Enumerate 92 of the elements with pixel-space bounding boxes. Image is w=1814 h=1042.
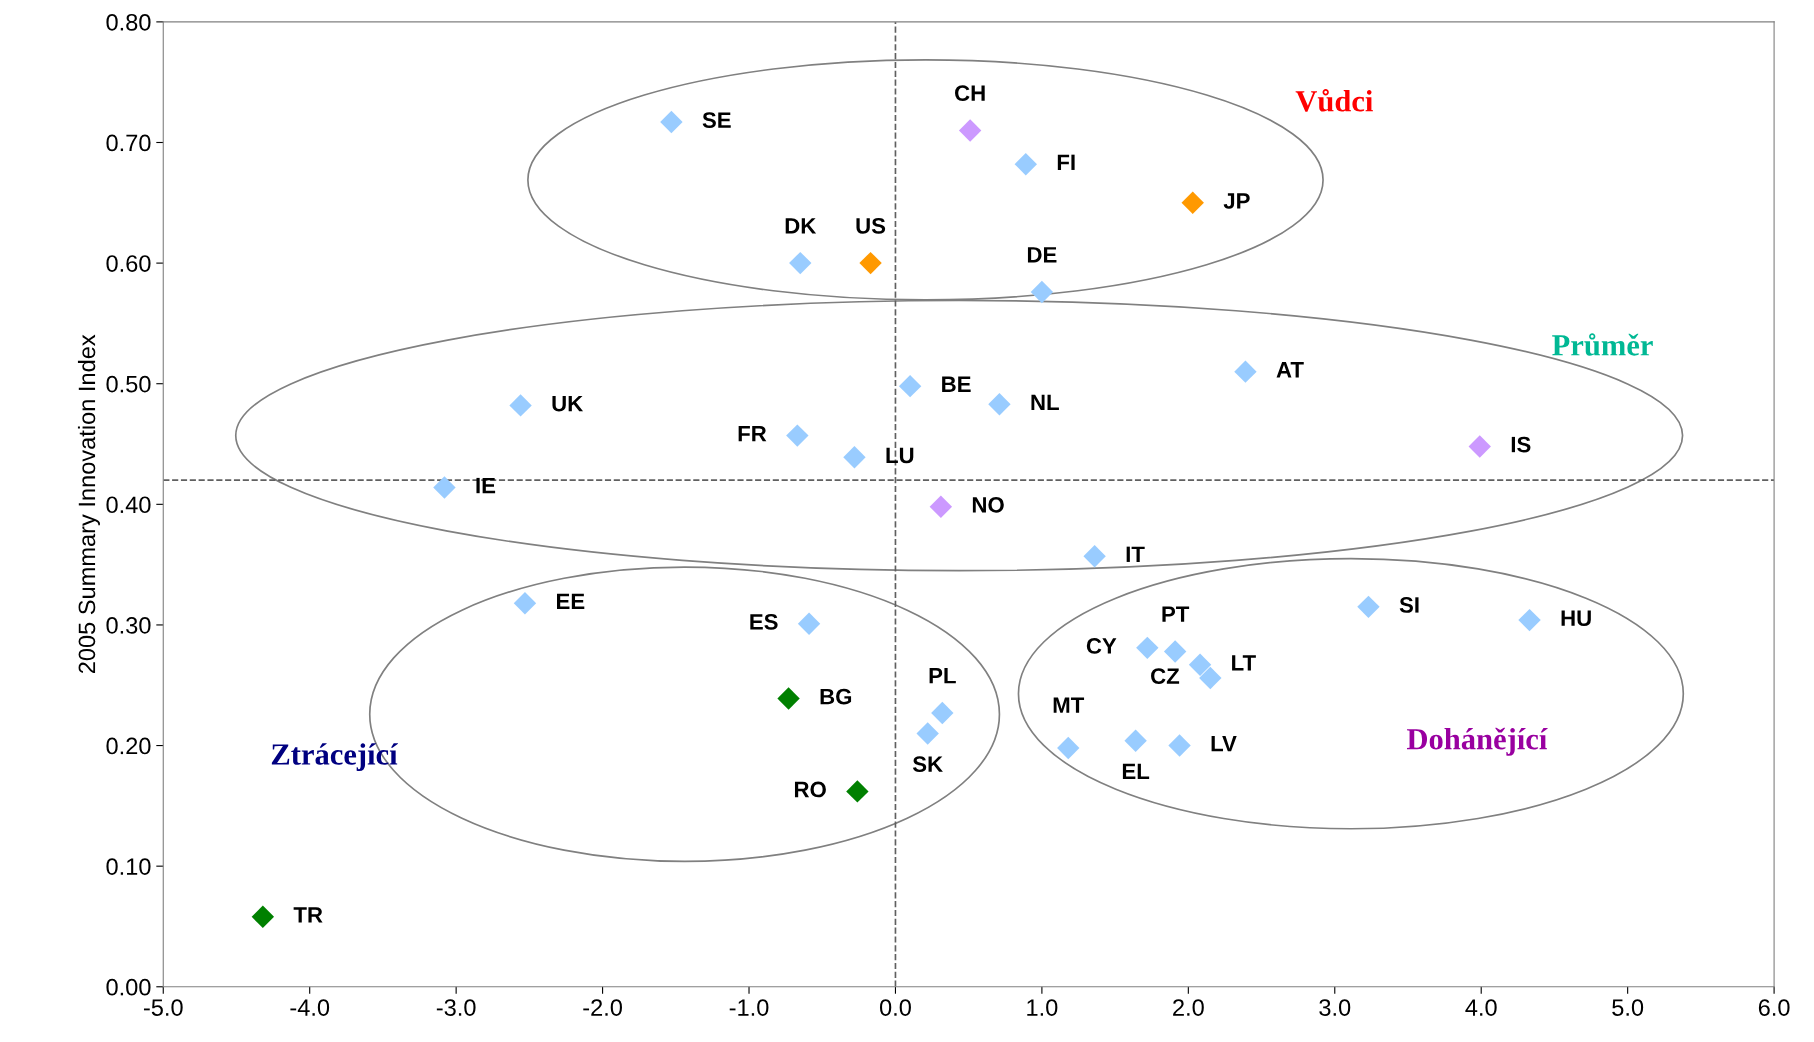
point <box>929 495 953 518</box>
x-tick-label: -4.0 <box>290 999 330 1016</box>
point <box>1057 736 1080 760</box>
y-tick-label: 0.70 <box>106 134 151 152</box>
data-label: AT <box>1276 362 1304 378</box>
data-label: RO <box>794 781 826 798</box>
point <box>786 424 809 447</box>
x-tick-label: -1.0 <box>729 999 769 1016</box>
x-tick-label: 5.0 <box>1612 999 1644 1016</box>
data-label: CH <box>955 85 985 102</box>
data-label: PL <box>929 668 956 684</box>
data-label: SE <box>702 112 731 128</box>
point <box>1188 653 1212 676</box>
point <box>1357 595 1380 619</box>
point <box>509 394 532 417</box>
data-label: US <box>856 217 886 234</box>
point <box>1468 435 1491 458</box>
point <box>789 251 812 275</box>
data-label: EE <box>557 593 585 609</box>
x-tick-label: -5.0 <box>143 999 183 1016</box>
annotation: Vůdci <box>1295 89 1373 112</box>
point <box>1136 636 1159 660</box>
point <box>1234 360 1257 383</box>
data-label: NO <box>972 496 1004 513</box>
x-tick-label: 3.0 <box>1319 999 1351 1016</box>
data-label: SI <box>1399 597 1419 613</box>
data-label: PT <box>1162 606 1190 622</box>
x-tick-label: -3.0 <box>436 999 476 1016</box>
data-label: EL <box>1122 763 1150 780</box>
y-tick-label: 0.80 <box>106 13 151 31</box>
point <box>1181 191 1204 214</box>
data-label: BE <box>942 376 971 392</box>
annotation: Dohánějící <box>1406 727 1548 756</box>
x-tick-label: 1.0 <box>1027 999 1058 1016</box>
x-tick-label: -2.0 <box>583 999 622 1016</box>
data-label: LT <box>1232 655 1256 671</box>
y-tick-label: 0.00 <box>106 978 151 996</box>
data-label: DE <box>1027 247 1057 263</box>
point <box>1030 280 1054 304</box>
data-label: FI <box>1057 154 1075 170</box>
data-label: JP <box>1223 193 1250 209</box>
point <box>846 780 869 803</box>
point <box>859 251 882 275</box>
data-label: CY <box>1086 638 1117 654</box>
y-tick-label: 0.10 <box>106 858 151 875</box>
data-label: TR <box>293 907 323 923</box>
data-label: FR <box>738 426 767 442</box>
point <box>898 374 922 398</box>
y-axis-title: 2005 Summary Innovation Index <box>77 334 100 674</box>
data-label: NL <box>1031 394 1059 410</box>
data-label: BG <box>820 688 852 705</box>
point <box>777 687 800 710</box>
data-label: SK <box>912 756 943 773</box>
point <box>433 476 456 499</box>
y-tick-label: 0.40 <box>106 496 151 514</box>
point <box>988 393 1011 416</box>
point <box>931 701 954 725</box>
x-tick-label: 2.0 <box>1173 999 1204 1016</box>
point <box>1163 640 1187 663</box>
x-tick-label: 0.0 <box>879 999 911 1016</box>
data-label: LU <box>886 447 914 464</box>
annotation: Průměr <box>1552 333 1653 356</box>
y-tick-label: 0.30 <box>106 617 151 634</box>
data-label: DK <box>785 218 817 234</box>
data-label: UK <box>552 395 584 412</box>
x-tick-label: 6.0 <box>1758 999 1790 1016</box>
data-label: HU <box>1561 610 1591 627</box>
annotation: Ztrácející <box>271 743 398 771</box>
y-tick-label: 0.20 <box>106 737 151 755</box>
y-tick-label: 0.50 <box>106 375 151 393</box>
point <box>660 110 683 134</box>
data-label: MT <box>1053 697 1085 713</box>
point <box>251 905 275 929</box>
point <box>1199 666 1222 690</box>
point <box>843 446 866 469</box>
data-label: LV <box>1211 736 1237 752</box>
data-label: IE <box>476 477 496 494</box>
point <box>958 119 982 142</box>
x-tick-label: 4.0 <box>1465 999 1497 1016</box>
y-tick-label: 0.60 <box>106 255 151 272</box>
point <box>513 592 537 615</box>
point <box>797 612 821 635</box>
data-label: CZ <box>1151 668 1180 684</box>
point <box>1124 729 1147 752</box>
point <box>1168 734 1191 757</box>
point <box>916 722 939 745</box>
data-label: ES <box>750 613 778 630</box>
data-label: IT <box>1126 546 1145 562</box>
point <box>1083 544 1106 568</box>
point <box>1014 153 1037 176</box>
point <box>1518 608 1541 632</box>
data-label: IS <box>1511 436 1531 453</box>
